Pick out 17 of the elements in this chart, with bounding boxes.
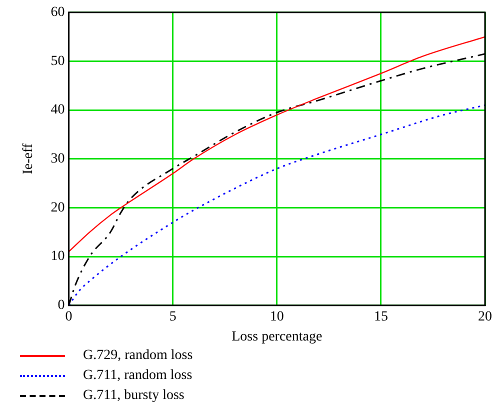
y-tick-label: 50 bbox=[50, 54, 65, 69]
y-axis-title: Ie-eff bbox=[21, 143, 36, 174]
x-tick-label: 20 bbox=[478, 309, 492, 324]
line-series bbox=[68, 36, 485, 252]
y-tick-label: 40 bbox=[50, 102, 65, 118]
y-tick-label: 30 bbox=[50, 152, 65, 167]
y-tick-label: 60 bbox=[50, 5, 65, 20]
legend-label: G.729, random loss bbox=[83, 347, 193, 365]
x-tick-label: 5 bbox=[169, 309, 176, 324]
x-tick-label: 15 bbox=[374, 309, 388, 324]
y-tick-label: 0 bbox=[58, 298, 65, 314]
legend-label: G.711, random loss bbox=[83, 367, 192, 385]
y-tick-label: 10 bbox=[50, 249, 65, 264]
y-tick-label: 20 bbox=[50, 200, 65, 216]
x-tick-label: 10 bbox=[270, 309, 284, 324]
x-axis-title: Loss percentage bbox=[232, 329, 322, 344]
legend-label: G.711, bursty loss bbox=[83, 387, 184, 405]
